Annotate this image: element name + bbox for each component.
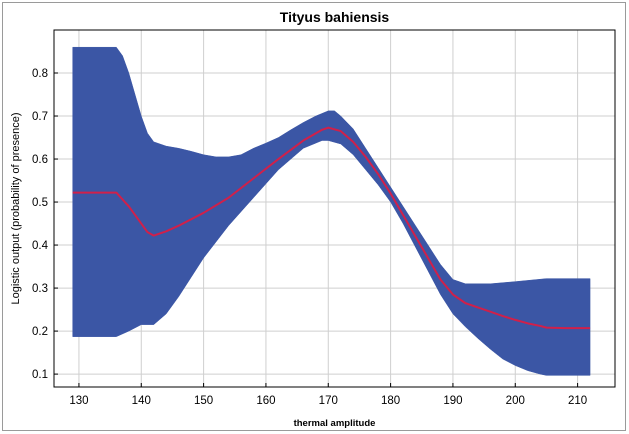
y-tick-label: 0.7	[32, 111, 48, 123]
y-axis-ticks: 0.1 0.2 0.3 0.4 0.5 0.6 0.7 0.8	[32, 68, 58, 381]
x-tick-label: 210	[568, 395, 587, 407]
y-tick-label: 0.4	[32, 240, 49, 252]
y-axis-label: Logistic output (probability of presence…	[10, 113, 22, 305]
x-tick-label: 190	[443, 395, 462, 407]
x-tick-label: 140	[132, 395, 151, 407]
x-axis-label: thermal amplitude	[294, 418, 376, 429]
chart-title: Tityus bahiensis	[280, 9, 390, 25]
x-axis-ticks: 130 140 150 160 170 180 190 200 210	[69, 383, 587, 407]
y-tick-label: 0.5	[32, 197, 48, 209]
mean-response-line	[72, 126, 591, 330]
plot-area-border	[53, 29, 616, 388]
mean-line-layer	[72, 126, 591, 330]
x-tick-label: 170	[319, 395, 338, 407]
x-tick-label: 160	[256, 395, 275, 407]
y-tick-label: 0.6	[32, 154, 48, 166]
x-tick-label: 180	[381, 395, 400, 407]
y-tick-label: 0.8	[32, 68, 48, 80]
y-tick-label: 0.1	[32, 369, 48, 381]
confidence-band	[72, 46, 591, 376]
y-tick-label: 0.2	[32, 326, 48, 338]
x-tick-label: 130	[69, 395, 88, 407]
y-tick-label: 0.3	[32, 283, 48, 295]
x-tick-label: 200	[506, 395, 525, 407]
confidence-band-layer	[72, 46, 591, 376]
x-tick-label: 150	[194, 395, 213, 407]
